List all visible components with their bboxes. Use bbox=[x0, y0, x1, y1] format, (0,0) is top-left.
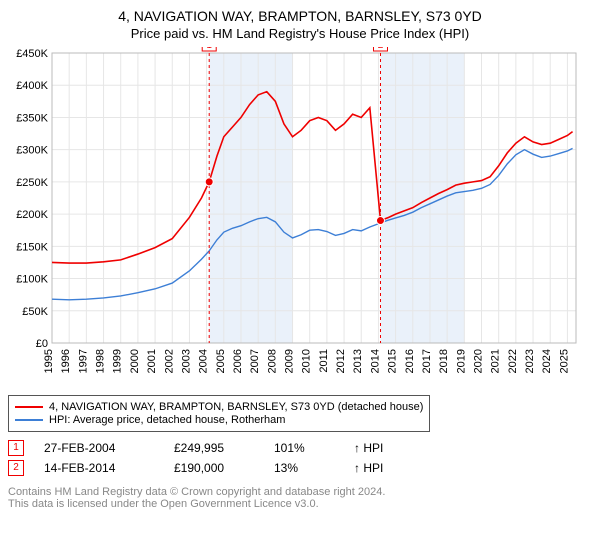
svg-text:2005: 2005 bbox=[215, 349, 227, 373]
svg-text:£200K: £200K bbox=[16, 209, 48, 221]
footer-line: Contains HM Land Registry data © Crown c… bbox=[8, 486, 592, 498]
svg-text:1999: 1999 bbox=[112, 349, 124, 373]
svg-text:£400K: £400K bbox=[16, 80, 48, 92]
footer-line: This data is licensed under the Open Gov… bbox=[8, 498, 592, 510]
svg-text:2021: 2021 bbox=[490, 349, 502, 373]
svg-text:2015: 2015 bbox=[387, 349, 399, 373]
svg-text:2014: 2014 bbox=[369, 349, 381, 373]
legend-item: HPI: Average price, detached house, Roth… bbox=[15, 414, 423, 426]
event-marker: 1 bbox=[8, 440, 24, 456]
svg-text:2001: 2001 bbox=[146, 349, 158, 373]
svg-text:2006: 2006 bbox=[232, 349, 244, 373]
svg-text:£300K: £300K bbox=[16, 145, 48, 157]
svg-text:2009: 2009 bbox=[284, 349, 296, 373]
svg-text:2008: 2008 bbox=[266, 349, 278, 373]
svg-text:2022: 2022 bbox=[507, 349, 519, 373]
svg-text:£250K: £250K bbox=[16, 177, 48, 189]
svg-text:2011: 2011 bbox=[318, 349, 330, 373]
svg-text:2016: 2016 bbox=[404, 349, 416, 373]
arrow-up-icon: ↑ HPI bbox=[354, 461, 383, 475]
svg-text:2020: 2020 bbox=[473, 349, 485, 373]
event-price: £249,995 bbox=[174, 441, 254, 455]
svg-text:2025: 2025 bbox=[558, 349, 570, 373]
svg-text:1: 1 bbox=[206, 47, 212, 51]
legend: 4, NAVIGATION WAY, BRAMPTON, BARNSLEY, S… bbox=[8, 395, 430, 432]
svg-text:£150K: £150K bbox=[16, 241, 48, 253]
svg-text:2004: 2004 bbox=[198, 349, 210, 373]
svg-text:2000: 2000 bbox=[129, 349, 141, 373]
svg-text:£50K: £50K bbox=[22, 306, 48, 318]
svg-text:2018: 2018 bbox=[438, 349, 450, 373]
line-chart: £0 £50K £100K £150K £200K £250K £300K £350K £400… bbox=[8, 47, 582, 387]
svg-text:2017: 2017 bbox=[421, 349, 433, 373]
svg-text:£0: £0 bbox=[36, 338, 48, 350]
chart-area: £0 £50K £100K £150K £200K £250K £300K £350K £400… bbox=[8, 47, 592, 387]
svg-text:1998: 1998 bbox=[95, 349, 107, 373]
svg-text:1995: 1995 bbox=[43, 349, 55, 373]
svg-text:2: 2 bbox=[378, 47, 384, 51]
svg-text:1996: 1996 bbox=[60, 349, 72, 373]
svg-text:1997: 1997 bbox=[77, 349, 89, 373]
event-price: £190,000 bbox=[174, 461, 254, 475]
footer-attribution: Contains HM Land Registry data © Crown c… bbox=[8, 486, 592, 510]
svg-text:2002: 2002 bbox=[163, 349, 175, 373]
event-date: 27-FEB-2004 bbox=[44, 441, 154, 455]
event-table: 1 27-FEB-2004 £249,995 101% ↑ HPI 2 14-FEB-201… bbox=[8, 440, 592, 476]
event-row: 2 14-FEB-2014 £190,000 13% ↑ HPI bbox=[8, 460, 592, 476]
legend-swatch bbox=[15, 419, 43, 421]
arrow-up-icon: ↑ HPI bbox=[354, 441, 383, 455]
chart-subtitle: Price paid vs. HM Land Registry's House … bbox=[8, 26, 592, 41]
svg-text:2023: 2023 bbox=[524, 349, 536, 373]
legend-swatch bbox=[15, 406, 43, 408]
legend-label: 4, NAVIGATION WAY, BRAMPTON, BARNSLEY, S… bbox=[49, 401, 423, 413]
legend-label: HPI: Average price, detached house, Roth… bbox=[49, 414, 285, 426]
svg-text:2019: 2019 bbox=[455, 349, 467, 373]
event-row: 1 27-FEB-2004 £249,995 101% ↑ HPI bbox=[8, 440, 592, 456]
event-marker: 2 bbox=[8, 460, 24, 476]
svg-text:2012: 2012 bbox=[335, 349, 347, 373]
svg-text:£100K: £100K bbox=[16, 274, 48, 286]
svg-text:£450K: £450K bbox=[16, 48, 48, 60]
svg-text:2024: 2024 bbox=[541, 349, 553, 373]
svg-text:2007: 2007 bbox=[249, 349, 261, 373]
event-pct: 101% bbox=[274, 441, 334, 455]
chart-title: 4, NAVIGATION WAY, BRAMPTON, BARNSLEY, S… bbox=[8, 8, 592, 24]
legend-item: 4, NAVIGATION WAY, BRAMPTON, BARNSLEY, S… bbox=[15, 401, 423, 413]
svg-text:2013: 2013 bbox=[352, 349, 364, 373]
event-pct: 13% bbox=[274, 461, 334, 475]
event-date: 14-FEB-2014 bbox=[44, 461, 154, 475]
svg-text:2003: 2003 bbox=[180, 349, 192, 373]
svg-text:2010: 2010 bbox=[301, 349, 313, 373]
svg-text:£350K: £350K bbox=[16, 112, 48, 124]
